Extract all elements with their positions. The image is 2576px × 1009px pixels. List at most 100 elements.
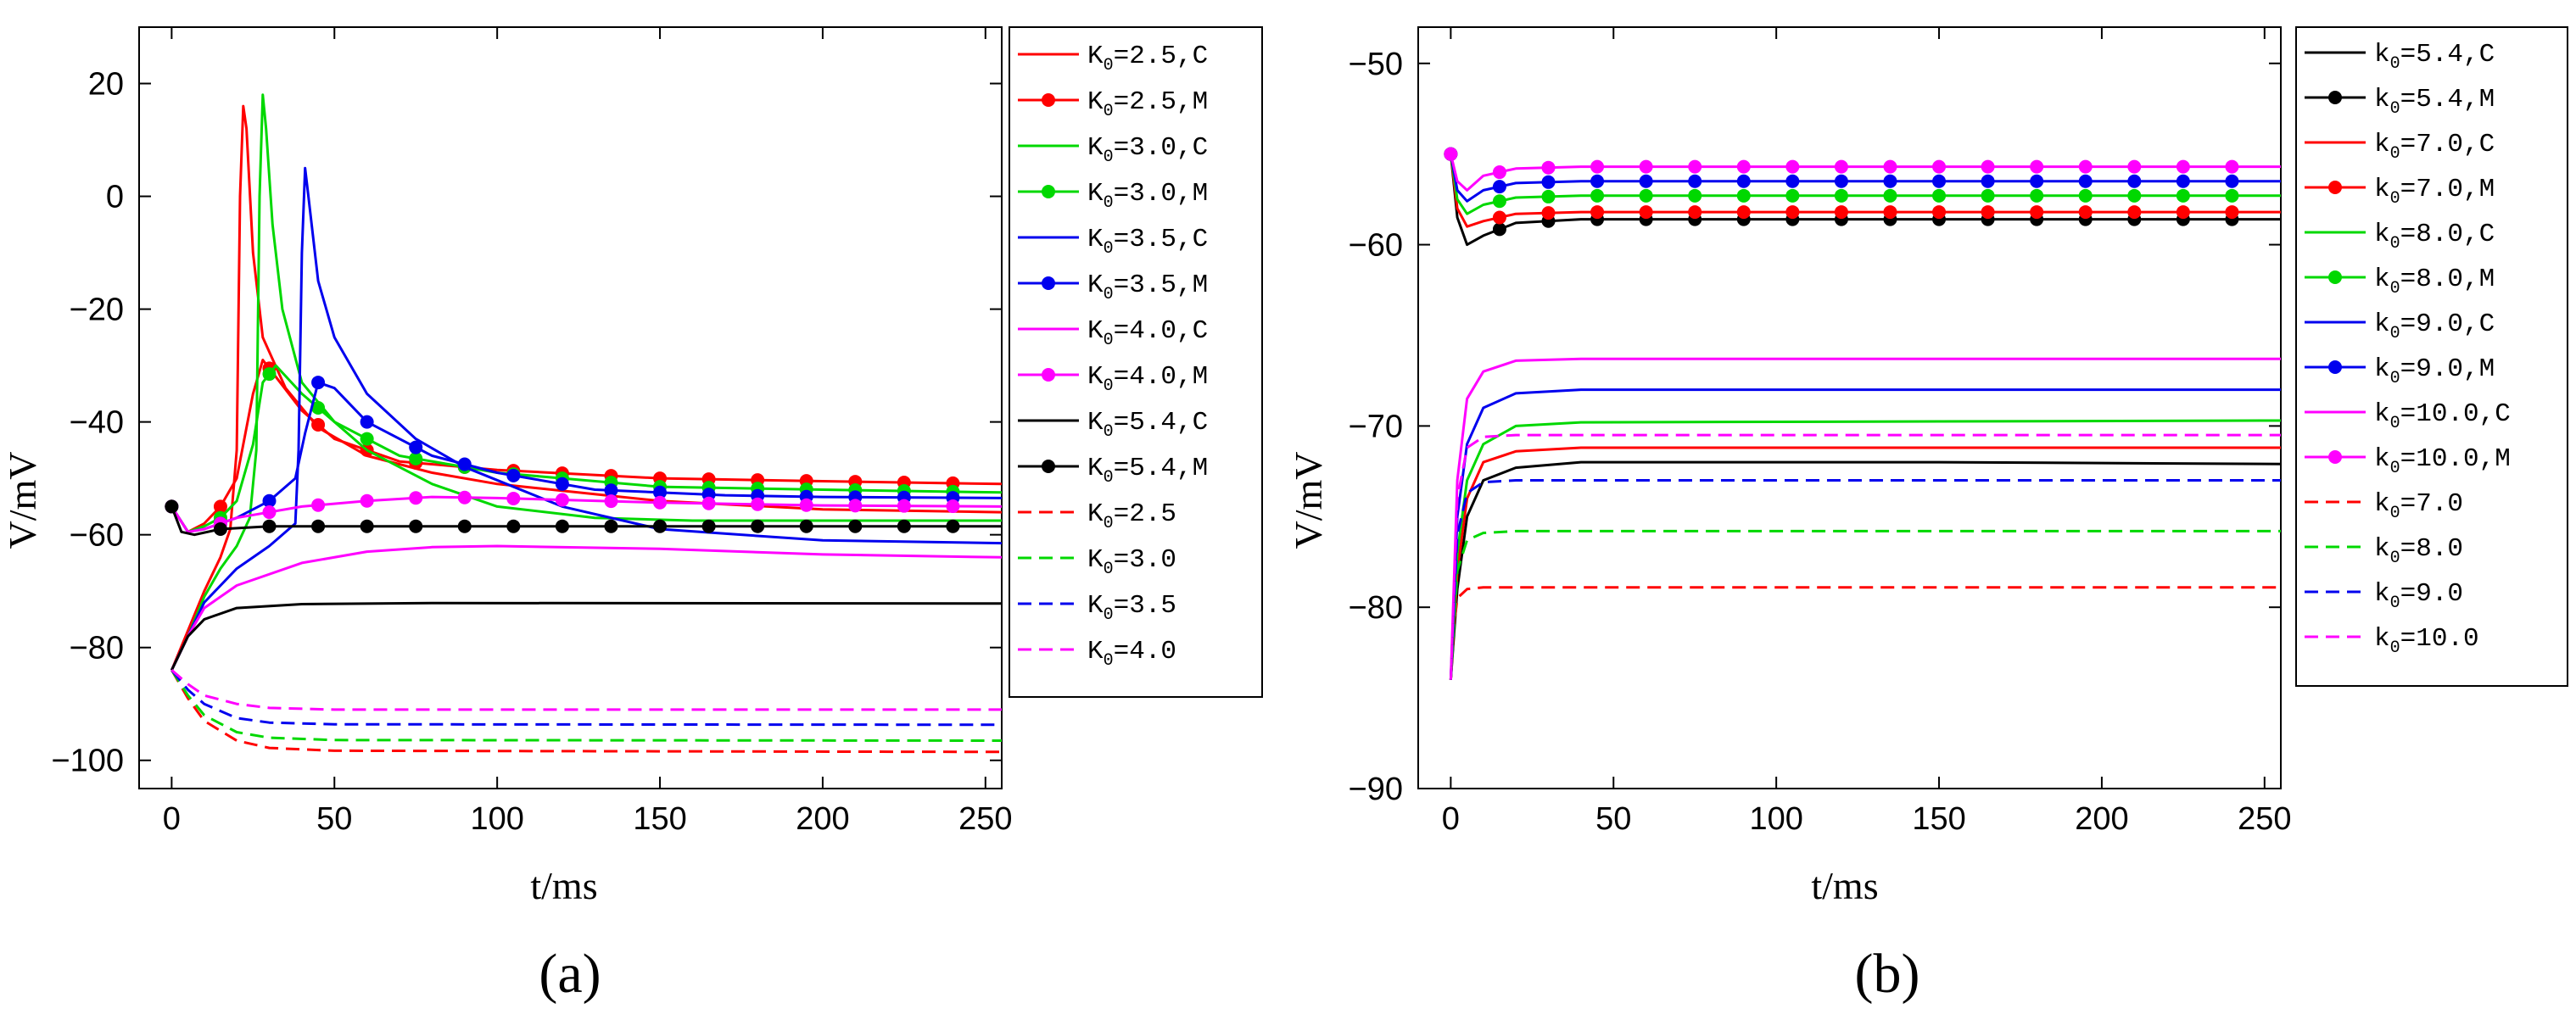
- series-marker: [262, 367, 277, 382]
- series-marker: [1639, 174, 1653, 188]
- legend-text-rest: =3.5,M: [1114, 270, 1209, 300]
- x-axis-label: t/ms: [530, 864, 597, 907]
- legend-text-sub: 0: [1104, 56, 1114, 75]
- series-marker: [1541, 189, 1556, 203]
- legend-entry: K0=4.0: [1087, 637, 1176, 671]
- series-marker: [1981, 159, 1995, 174]
- series-marker: [1590, 159, 1605, 174]
- legend-marker: [1042, 460, 1055, 473]
- series-marker: [1883, 205, 1897, 220]
- legend-entry: K0=3.5: [1087, 591, 1176, 625]
- series-marker: [2078, 174, 2093, 188]
- series-marker: [2176, 205, 2190, 220]
- legend-text-sub: 0: [2390, 144, 2400, 164]
- legend-marker: [2328, 450, 2342, 464]
- series-marker: [701, 496, 716, 510]
- series-marker: [1981, 188, 1995, 203]
- legend-text-rest: =3.5: [1114, 591, 1176, 621]
- legend-entry: K0=5.4,C: [1087, 408, 1208, 442]
- legend-marker: [2328, 270, 2342, 284]
- y-axis-label: V/mV: [1287, 452, 1330, 549]
- series-marker: [1981, 205, 1995, 220]
- series-marker: [604, 519, 618, 533]
- series-line-13: [170, 669, 1002, 711]
- series-marker: [946, 519, 960, 533]
- legend-entry: k0=7.0,C: [2374, 130, 2495, 164]
- series-marker: [1932, 174, 1947, 188]
- legend-entry: k0=8.0: [2374, 534, 2463, 568]
- series-marker: [1639, 205, 1653, 220]
- legend-text-sub: 0: [1104, 468, 1114, 488]
- legend-text-main: k: [2374, 624, 2390, 654]
- legend-entry: K0=3.0,C: [1087, 133, 1208, 167]
- legend-text-main: k: [2374, 175, 2390, 204]
- x-tick-label: 150: [633, 801, 686, 837]
- legend-text-sub: 0: [1104, 285, 1114, 304]
- series-marker: [165, 499, 179, 514]
- legend-entry: K0=3.5,C: [1087, 225, 1208, 259]
- legend-text-main: K: [1087, 270, 1104, 300]
- legend-entry: k0=10.0,M: [2374, 444, 2511, 478]
- series-marker: [457, 457, 472, 471]
- y-tick-label: −70: [1349, 409, 1403, 444]
- y-tick-label: 0: [106, 180, 124, 215]
- series-marker: [1785, 205, 1800, 220]
- plot-frame: [1417, 26, 2282, 789]
- series-marker: [751, 519, 765, 533]
- legend-text-rest: =9.0,C: [2400, 309, 2495, 339]
- legend-text-main: K: [1087, 591, 1104, 621]
- series-marker: [1688, 188, 1702, 203]
- series-marker: [360, 432, 374, 446]
- legend-text-main: K: [1087, 133, 1104, 163]
- series-marker: [1590, 205, 1605, 220]
- legend-entry: k0=9.0,C: [2374, 309, 2495, 343]
- legend-text-rest: =8.0,M: [2400, 265, 2495, 294]
- series-marker: [1688, 205, 1702, 220]
- series-marker: [457, 519, 472, 533]
- x-tick-label: 100: [470, 801, 523, 837]
- series-marker: [311, 417, 326, 432]
- legend-text-rest: =5.4,C: [2400, 40, 2495, 70]
- legend-text-main: K: [1087, 225, 1104, 254]
- series-line-5: [1449, 153, 2281, 215]
- legend-text-main: K: [1087, 316, 1104, 346]
- x-tick-label: 50: [1595, 801, 1631, 837]
- series-line-1: [1449, 153, 2281, 247]
- series-marker: [1736, 159, 1751, 174]
- series-marker: [409, 491, 423, 505]
- series-marker: [1688, 159, 1702, 174]
- legend-entry: k0=5.4,M: [2374, 85, 2495, 119]
- legend-text-rest: =4.0: [1114, 637, 1176, 666]
- legend-entry: K0=2.5,M: [1087, 87, 1208, 121]
- legend-marker: [1042, 276, 1055, 290]
- series-marker: [2127, 188, 2142, 203]
- series-marker: [555, 519, 569, 533]
- legend-text-rest: =2.5,C: [1114, 42, 1209, 71]
- legend-text-main: K: [1087, 179, 1104, 209]
- series-marker: [2127, 159, 2142, 174]
- legend-text-sub: 0: [2390, 414, 2400, 433]
- series-marker: [2030, 174, 2044, 188]
- legend-text-main: K: [1087, 42, 1104, 71]
- series-marker: [1785, 159, 1800, 174]
- series-line-0: [170, 104, 1002, 671]
- series-marker: [2225, 159, 2239, 174]
- legend-text-sub: 0: [2390, 54, 2400, 74]
- series-marker: [457, 490, 472, 504]
- series-line-12: [170, 669, 1002, 727]
- series-marker: [506, 491, 521, 505]
- legend-marker: [1042, 185, 1055, 198]
- series-marker: [360, 415, 374, 429]
- series-marker: [1639, 159, 1653, 174]
- legend-entry: K0=3.0,M: [1087, 179, 1208, 213]
- legend-text-rest: =5.4,M: [2400, 85, 2495, 114]
- series-marker: [1492, 165, 1506, 180]
- legend-entry: k0=10.0,C: [2374, 399, 2511, 433]
- series-marker: [1736, 188, 1751, 203]
- series-marker: [2176, 174, 2190, 188]
- legend-text-main: K: [1087, 408, 1104, 438]
- legend-text-sub: 0: [2390, 549, 2400, 568]
- legend-text-rest: =8.0,C: [2400, 220, 2495, 249]
- legend-text-main: k: [2374, 130, 2390, 159]
- series-line-4: [1449, 419, 2281, 680]
